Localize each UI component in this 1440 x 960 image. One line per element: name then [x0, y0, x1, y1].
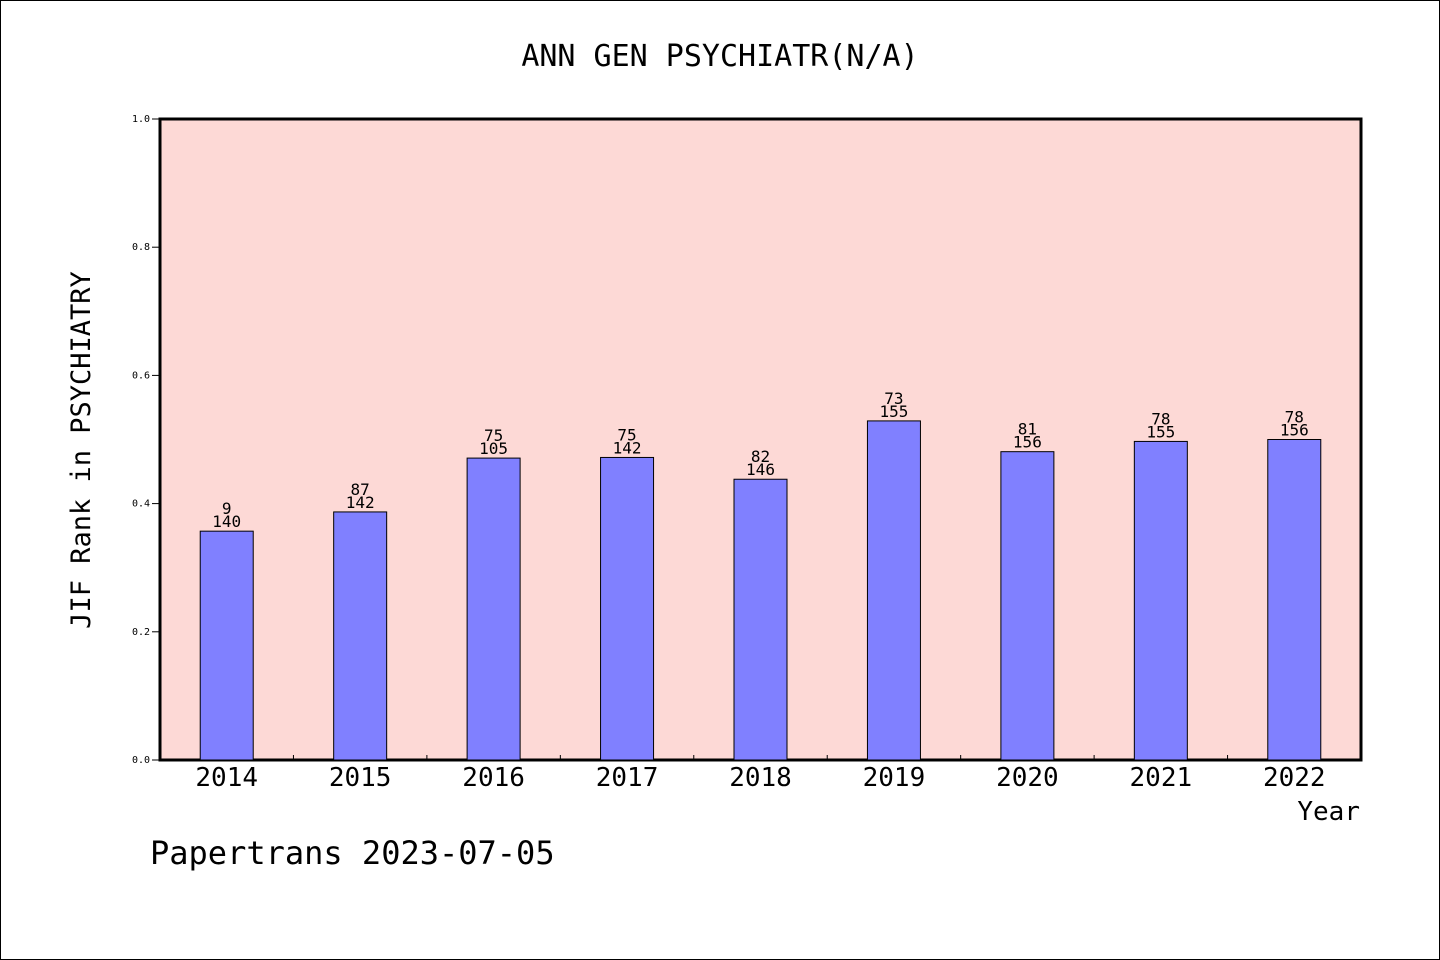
bar-rank-label: 78	[1285, 408, 1304, 427]
bar-total-label: 156	[1013, 433, 1042, 452]
y-tick-label: 0.4	[132, 499, 150, 510]
x-tick-label: 2019	[863, 763, 926, 793]
y-axis: 0.0 0.2 0.4 0.6 0.8 1.0	[132, 114, 160, 766]
x-tick-label: 2022	[1263, 763, 1326, 793]
bar-2015	[333, 511, 388, 761]
bar-2021	[1133, 440, 1188, 761]
x-tick-label: 2017	[596, 763, 659, 793]
bar-total-label: 140	[212, 512, 241, 531]
bar-2019	[866, 420, 921, 761]
x-tick-label: 2018	[729, 763, 792, 793]
y-tick-label: 0.0	[132, 755, 150, 766]
bar-2020	[1000, 451, 1055, 761]
bar-rank-label: 75	[617, 425, 636, 444]
y-tick-label: 0.2	[132, 627, 150, 638]
y-axis-title: JIF Rank in PSYCHIATRY	[66, 271, 97, 629]
x-axis: 2014 2015 2016 2017 2018 2019 2020 2021 2022	[195, 755, 1326, 793]
y-tick-label: 1.0	[132, 114, 150, 125]
bar-rank-label: 81	[1018, 420, 1037, 439]
chart-title: ANN GEN PSYCHIATR(N/A)	[521, 39, 918, 74]
bar-2014	[199, 530, 254, 761]
bar-rank-label: 87	[351, 480, 370, 499]
x-axis-title: Year	[1297, 797, 1360, 827]
bars-group	[199, 420, 1322, 761]
bar-total-label: 142	[346, 493, 375, 512]
bar-rank-label: 82	[751, 447, 770, 466]
bar-total-label: 155	[1146, 422, 1175, 441]
bar-rank-label: 78	[1151, 409, 1170, 428]
x-tick-label: 2015	[329, 763, 392, 793]
x-tick-label: 2014	[195, 763, 258, 793]
bar-rank-label: 9	[222, 499, 232, 518]
bar-total-label: 156	[1280, 421, 1309, 440]
footer-watermark: Papertrans 2023-07-05	[150, 834, 555, 872]
bar-rank-label: 73	[884, 389, 903, 408]
bar-total-label: 155	[879, 402, 908, 421]
bar-2018	[733, 478, 788, 761]
bar-2022	[1267, 439, 1322, 761]
x-tick-label: 2021	[1130, 763, 1193, 793]
bar-rank-label: 75	[484, 426, 503, 445]
bar-total-label: 142	[613, 438, 642, 457]
x-tick-label: 2016	[462, 763, 525, 793]
bar-2017	[600, 456, 655, 761]
bar-2016	[466, 457, 521, 761]
y-tick-label: 0.8	[132, 242, 150, 253]
y-tick-label: 0.6	[132, 370, 150, 381]
bar-total-label: 105	[479, 439, 508, 458]
x-tick-label: 2020	[996, 763, 1059, 793]
bar-total-label: 146	[746, 460, 775, 479]
